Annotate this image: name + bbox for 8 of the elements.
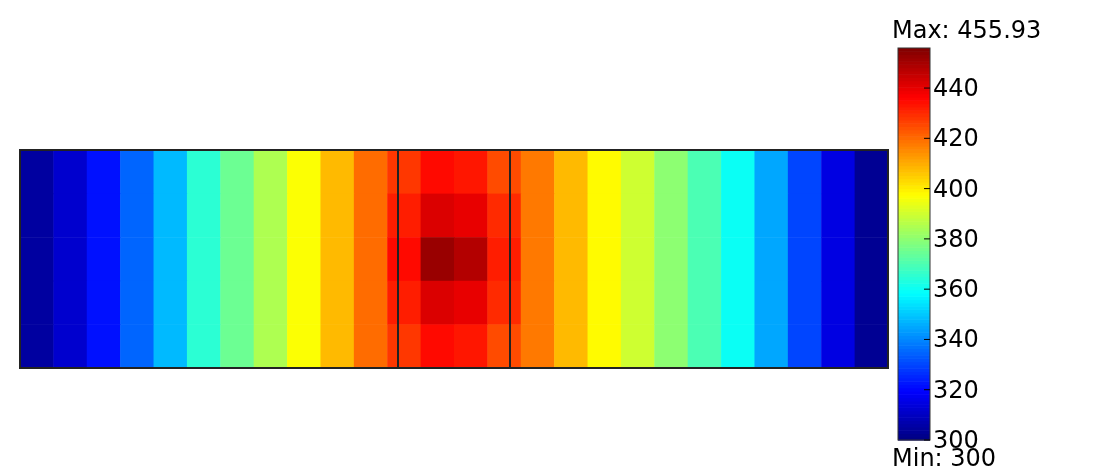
color-bar-label: 380 (933, 224, 979, 253)
color-bar-label: 340 (933, 325, 979, 354)
color-bar-label: 420 (933, 124, 979, 153)
text: Max: 455.93 (892, 16, 1042, 44)
color-bar-label: 400 (933, 174, 979, 203)
color-bar-label: 320 (933, 375, 979, 404)
color-bar-label: 360 (933, 275, 979, 304)
color-bar-label: 440 (933, 74, 979, 103)
